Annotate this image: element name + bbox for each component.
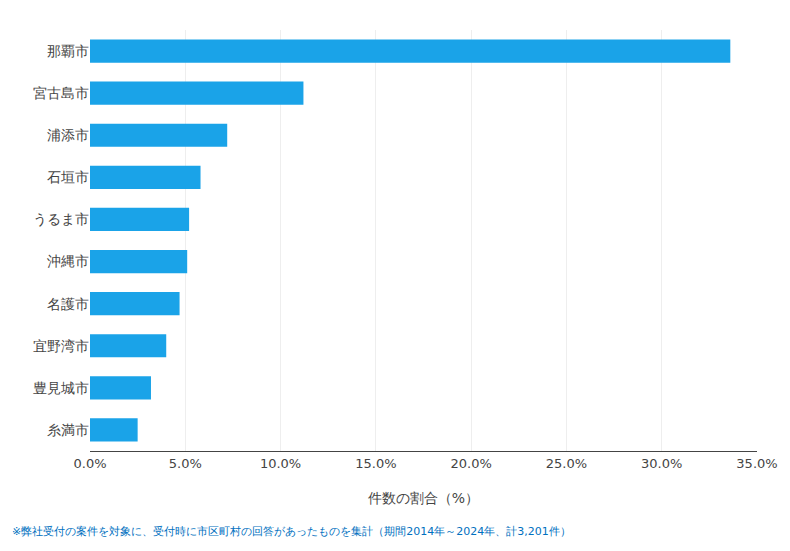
svg-text:浦添市: 浦添市 — [47, 127, 89, 143]
svg-text:5.0%: 5.0% — [169, 456, 202, 471]
svg-text:沖縄市: 沖縄市 — [47, 253, 89, 269]
svg-text:35.0%: 35.0% — [736, 456, 777, 471]
svg-text:宮古島市: 宮古島市 — [33, 85, 89, 101]
svg-text:※弊社受付の案件を対象に、受付時に市区町村の回答があったもの: ※弊社受付の案件を対象に、受付時に市区町村の回答があったものを集計（期間2014… — [12, 525, 571, 538]
svg-text:0.0%: 0.0% — [73, 456, 106, 471]
svg-text:宜野湾市: 宜野湾市 — [33, 338, 89, 354]
svg-text:那覇市: 那覇市 — [47, 43, 89, 59]
svg-text:豊見城市: 豊見城市 — [33, 380, 89, 396]
svg-text:名護市: 名護市 — [47, 296, 89, 312]
svg-text:石垣市: 石垣市 — [47, 169, 89, 185]
svg-text:糸満市: 糸満市 — [47, 422, 89, 438]
svg-text:25.0%: 25.0% — [546, 456, 587, 471]
svg-text:15.0%: 15.0% — [355, 456, 396, 471]
svg-text:件数の割合（%）: 件数の割合（%） — [368, 490, 479, 506]
svg-text:うるま市: うるま市 — [33, 211, 89, 227]
svg-text:10.0%: 10.0% — [260, 456, 301, 471]
svg-text:30.0%: 30.0% — [641, 456, 682, 471]
svg-text:20.0%: 20.0% — [450, 456, 491, 471]
